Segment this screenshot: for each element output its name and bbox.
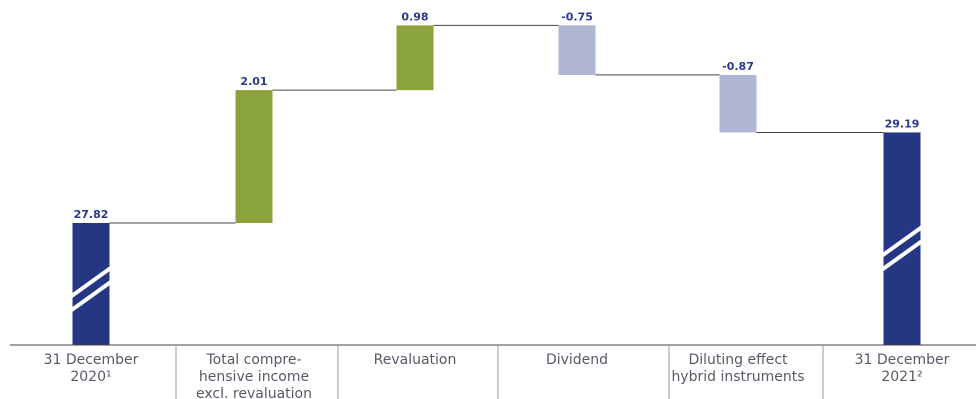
bars [72,25,922,345]
value-label: 2.01 [240,75,267,88]
category-labels: 31 December 2020¹ Total compre-hensive inc… [44,352,950,399]
value-label: 29.19 [885,117,920,130]
category-label: Dividend [546,352,608,368]
connector-lines [110,25,884,223]
increase-bar [236,90,273,223]
category-label: Total compre-hensive income excl. revalua… [196,352,312,399]
decrease-bar [559,25,596,75]
category-label: Diluting effect hybrid instruments [671,352,804,385]
value-label: -0.87 [722,60,754,73]
category-label: 31 December 2021² [855,352,950,385]
total-bar [884,132,921,345]
value-labels: 27.82 2.01 0.98 -0.75 -0.87 29.19 [74,10,920,221]
decrease-bar [720,75,757,133]
increase-bar [397,25,434,90]
category-label: 31 December 2020¹ [44,352,139,385]
value-label: 27.82 [74,208,109,221]
category-label: Revaluation [374,352,457,368]
value-label: 0.98 [401,10,428,23]
value-label: -0.75 [561,10,593,23]
